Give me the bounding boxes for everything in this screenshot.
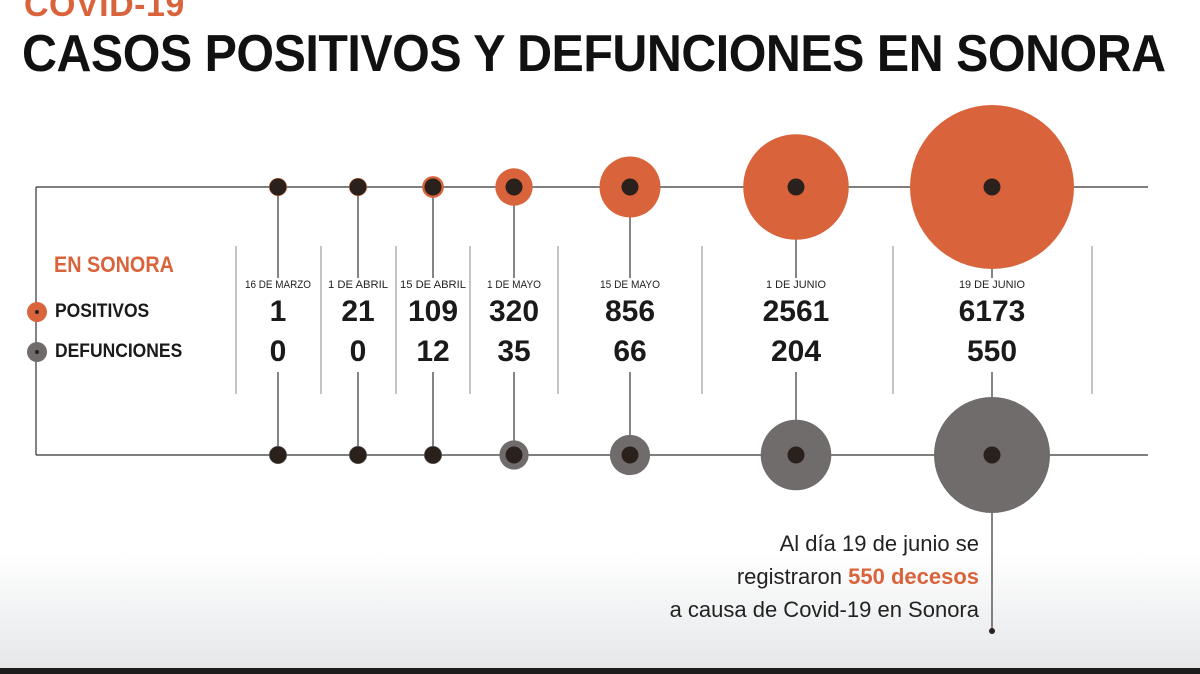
defunciones-center-dot-2 [349, 446, 367, 464]
defunciones-center-dot-6 [787, 446, 805, 464]
defunciones-value-1: 0 [270, 335, 287, 368]
defunciones-value-4: 35 [497, 335, 530, 368]
annotation-pointer-dot [989, 628, 995, 634]
legend-positivos-dot [27, 302, 47, 322]
positivos-center-dot-2 [349, 178, 367, 196]
defunciones-center-dot-5 [621, 446, 639, 464]
annotation-line-2-text: registraron [736, 564, 842, 589]
kicker: COVID-19 [24, 0, 185, 24]
defunciones-center-dot-1 [269, 446, 287, 464]
positivos-value-2: 21 [341, 295, 374, 328]
positivos-value-4: 320 [489, 295, 539, 328]
date-label-5: 15 DE MAYO [600, 279, 660, 291]
annotation-note: Al día 19 de junio se registraron 550 de… [619, 527, 979, 626]
positivos-value-6: 2561 [763, 295, 830, 328]
annotation-line-1: Al día 19 de junio se [779, 531, 979, 556]
date-label-2: 1 DE ABRIL [328, 279, 388, 291]
positivos-value-5: 856 [605, 295, 655, 328]
bottom-bar [0, 668, 1200, 674]
legend-defunciones-dot [27, 342, 47, 362]
legend-positivos-label: POSITIVOS [55, 301, 150, 322]
defunciones-value-3: 12 [416, 335, 449, 368]
annotation-highlight: 550 decesos [848, 564, 979, 589]
defunciones-center-dot-4 [505, 446, 523, 464]
column-dividers [235, 246, 1093, 394]
annotation-line-3: a causa de Covid-19 en Sonora [669, 597, 979, 622]
date-label-1: 16 DE MARZO [245, 279, 311, 291]
defunciones-center-dot-7 [983, 446, 1001, 464]
date-label-3: 15 DE ABRIL [400, 279, 466, 291]
positivos-value-3: 109 [408, 295, 458, 328]
positivos-center-dot-1 [269, 178, 287, 196]
positivos-center-dot-7 [983, 178, 1001, 196]
bubbles [269, 105, 1074, 513]
column-labels: 16 DE MARZO 1 0 1 DE ABRIL 21 0 15 DE ABRIL 109… [245, 279, 1025, 368]
positivos-value-1: 1 [270, 295, 287, 328]
legend-defunciones-label: DEFUNCIONES [55, 341, 183, 362]
positivos-center-dot-6 [787, 178, 805, 196]
positivos-value-7: 6173 [959, 295, 1026, 328]
defunciones-value-5: 66 [613, 335, 646, 368]
date-label-4: 1 DE MAYO [487, 279, 541, 291]
defunciones-center-dot-3 [424, 446, 442, 464]
positivos-center-dot-3 [424, 178, 442, 196]
positivos-center-dot-4 [505, 178, 523, 196]
defunciones-value-2: 0 [350, 335, 367, 368]
date-label-7: 19 DE JUNIO [959, 279, 1025, 291]
page-title: CASOS POSITIVOS Y DEFUNCIONES EN SONORA [22, 25, 1166, 83]
positivos-center-dot-5 [621, 178, 639, 196]
legend-title: EN SONORA [54, 252, 174, 277]
legend-defunciones: DEFUNCIONES [27, 341, 193, 363]
date-label-6: 1 DE JUNIO [766, 279, 826, 291]
defunciones-value-7: 550 [967, 335, 1017, 368]
legend-positivos: POSITIVOS [27, 301, 157, 323]
defunciones-value-6: 204 [771, 335, 821, 368]
annotation-line-2: registraron 550 decesos [619, 560, 979, 593]
